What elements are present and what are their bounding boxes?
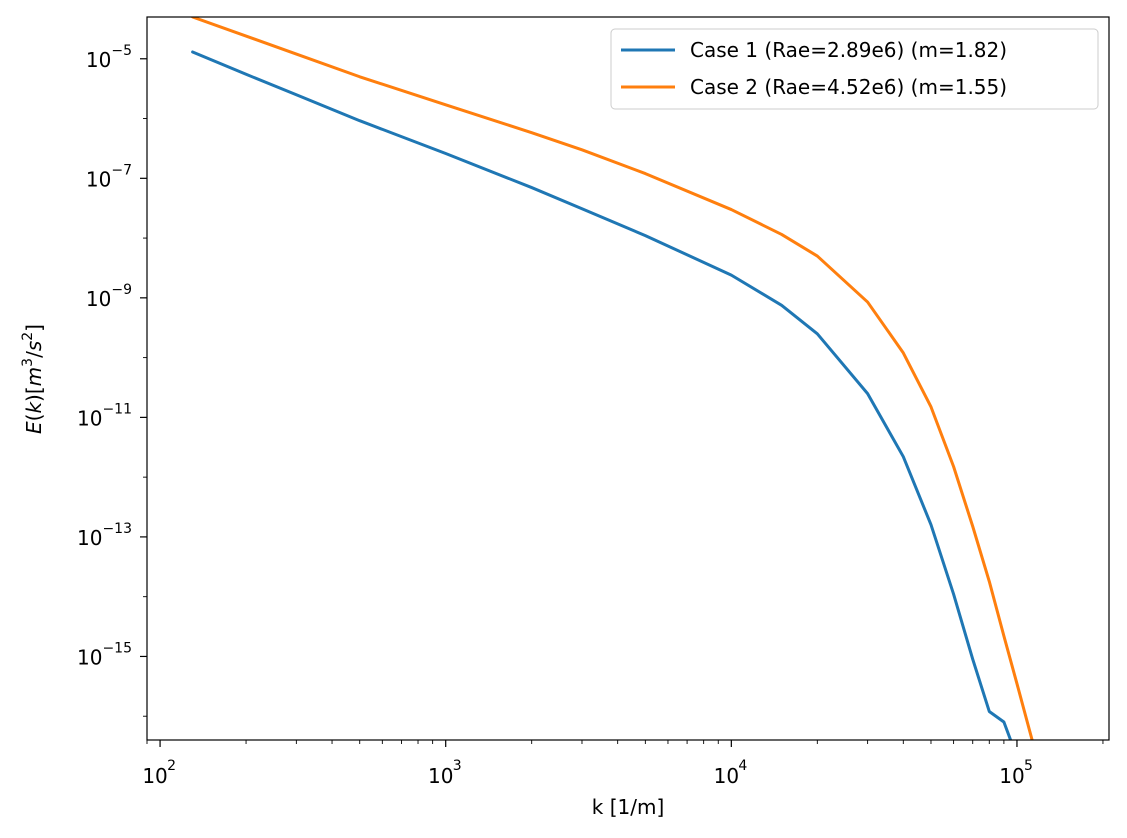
x-tick-exponent: 5 bbox=[1024, 758, 1033, 774]
y-tick-label: 10−13 bbox=[77, 521, 132, 550]
y-axis-label: E(k)[m3/s2] bbox=[20, 324, 46, 434]
y-tick-label: 10−5 bbox=[86, 43, 132, 72]
series-layer bbox=[191, 17, 1034, 740]
legend-label-case1: Case 1 (Rae=2.89e6) (m=1.82) bbox=[690, 38, 1007, 62]
y-tick-label: 10−15 bbox=[77, 640, 132, 669]
legend: Case 1 (Rae=2.89e6) (m=1.82) Case 2 (Rae… bbox=[610, 28, 1099, 110]
x-tick-label: 10 bbox=[142, 764, 167, 788]
x-tick-label: 10 bbox=[714, 764, 739, 788]
y-tick-label: 10−11 bbox=[77, 401, 132, 430]
x-tick-exponent: 2 bbox=[167, 758, 176, 774]
series-line-case1 bbox=[191, 50, 1013, 740]
x-axis-label: k [1/m] bbox=[592, 795, 665, 819]
series-line-case2 bbox=[191, 17, 1034, 740]
y-tick-label: 10−9 bbox=[86, 282, 132, 311]
plot-frame bbox=[146, 16, 1110, 741]
legend-label-case2: Case 2 (Rae=4.52e6) (m=1.55) bbox=[690, 75, 1007, 99]
legend-box bbox=[610, 28, 1099, 110]
x-tick-label: 10 bbox=[428, 764, 453, 788]
x-tick-label: 10 bbox=[999, 764, 1024, 788]
y-tick-label: 10−7 bbox=[86, 162, 132, 191]
x-tick-exponent: 3 bbox=[453, 758, 462, 774]
x-tick-exponent: 4 bbox=[738, 758, 747, 774]
